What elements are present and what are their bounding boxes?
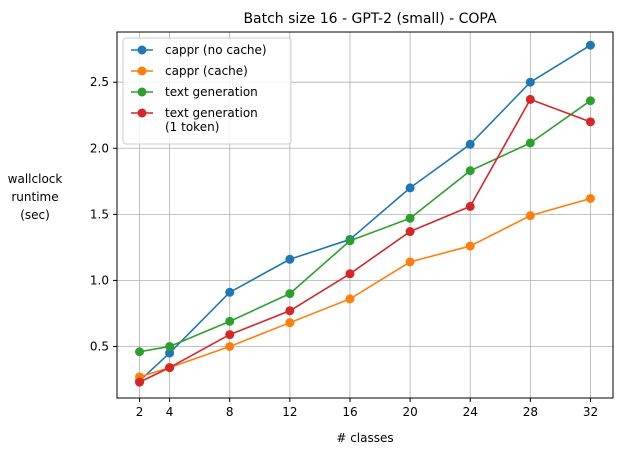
- legend-box: [122, 37, 292, 145]
- data-point: [285, 289, 295, 299]
- data-point: [225, 330, 235, 340]
- legend-label: cappr (no cache): [165, 43, 267, 57]
- data-point: [525, 138, 535, 148]
- x-axis-label: # classes: [336, 431, 393, 445]
- data-point: [585, 193, 595, 203]
- data-point: [465, 201, 475, 211]
- data-point: [585, 117, 595, 127]
- data-point: [135, 377, 145, 387]
- x-tick-label: 32: [583, 405, 598, 419]
- data-point: [585, 40, 595, 50]
- data-point: [525, 211, 535, 221]
- x-tick-label: 28: [523, 405, 538, 419]
- data-point: [465, 241, 475, 251]
- x-tick-label: 2: [136, 405, 144, 419]
- x-axis: 2 4 8 12 16 20 24 28 32: [136, 398, 598, 419]
- legend-entry: text generation(1 token): [131, 106, 258, 134]
- legend-entry: cappr (cache): [131, 64, 248, 78]
- y-axis-label-line: runtime: [11, 190, 58, 204]
- x-tick-label: 12: [282, 405, 297, 419]
- x-tick-label: 4: [166, 405, 174, 419]
- y-tick-label: 0.5: [90, 339, 109, 353]
- legend-marker: [137, 108, 147, 118]
- legend-marker: [137, 66, 147, 76]
- data-point: [405, 183, 415, 193]
- data-point: [165, 363, 175, 373]
- legend-label: text generation: [165, 85, 258, 99]
- data-point: [405, 227, 415, 237]
- legend-marker: [137, 45, 147, 55]
- data-point: [525, 77, 535, 87]
- y-tick-label: 2.5: [90, 75, 109, 89]
- data-point: [285, 318, 295, 328]
- data-point: [405, 213, 415, 223]
- series-2: [135, 96, 595, 357]
- data-point: [465, 139, 475, 149]
- y-tick-label: 2.0: [90, 141, 109, 155]
- data-point: [225, 341, 235, 351]
- legend-label: text generation: [165, 106, 258, 120]
- chart-title: Batch size 16 - GPT-2 (small) - COPA: [243, 11, 497, 27]
- data-point: [165, 341, 175, 351]
- data-point: [165, 348, 175, 358]
- data-point: [465, 166, 475, 176]
- legend-label: cappr (cache): [165, 64, 248, 78]
- series-layer: [135, 40, 595, 387]
- data-point: [405, 257, 415, 267]
- y-axis: 0.5 1.0 1.5 2.0 2.5: [90, 75, 117, 353]
- x-tick-label: 24: [463, 405, 478, 419]
- x-tick-label: 20: [402, 405, 417, 419]
- y-axis-label-line: wallclock: [8, 172, 63, 186]
- data-point: [345, 236, 355, 246]
- legend-marker: [137, 87, 147, 97]
- y-axis-label-line: (sec): [20, 208, 50, 222]
- series-line: [139, 197, 591, 378]
- data-point: [135, 347, 145, 357]
- plot-frame: [116, 31, 614, 399]
- legend-label: (1 token): [165, 120, 219, 134]
- y-tick-label: 1.5: [90, 207, 109, 221]
- legend-entry: cappr (no cache): [131, 43, 267, 57]
- y-tick-label: 1.0: [90, 273, 109, 287]
- x-tick-label: 16: [342, 405, 357, 419]
- data-point: [345, 294, 355, 304]
- series-1: [135, 193, 595, 382]
- legend: cappr (no cache) cappr (cache) text genera…: [122, 37, 292, 145]
- data-point: [225, 287, 235, 297]
- data-point: [525, 94, 535, 104]
- data-point: [285, 254, 295, 264]
- data-point: [345, 269, 355, 279]
- y-axis-label: wallclock runtime (sec): [8, 172, 63, 222]
- x-tick-label: 8: [226, 405, 234, 419]
- data-point: [285, 306, 295, 316]
- legend-entry: text generation: [131, 85, 258, 99]
- data-point: [585, 96, 595, 106]
- data-point: [225, 316, 235, 326]
- series-3: [135, 94, 595, 387]
